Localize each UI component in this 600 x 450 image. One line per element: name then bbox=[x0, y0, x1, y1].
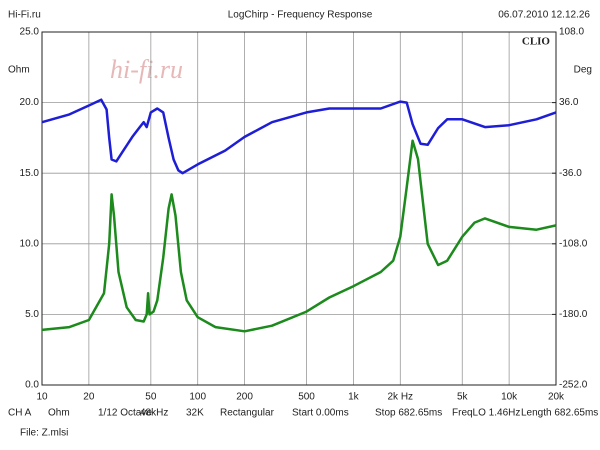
footer-setting: FreqLO 1.46Hz bbox=[452, 408, 520, 419]
y-tick-label: 10.0 bbox=[20, 238, 40, 249]
x-tick-label: 50 bbox=[145, 392, 157, 403]
footer-setting: Length 682.65ms bbox=[521, 408, 598, 419]
footer-setting: Ohm bbox=[48, 408, 70, 419]
y-tick-label: 5.0 bbox=[25, 309, 39, 320]
y2-axis-label: Deg bbox=[574, 65, 592, 76]
x-tick-label: 20 bbox=[83, 392, 95, 403]
y2-tick-label: -36.0 bbox=[559, 168, 582, 179]
y2-tick-label: -180.0 bbox=[559, 309, 588, 320]
footer-setting: Stop 682.65ms bbox=[375, 408, 442, 419]
footer-setting: 1/12 Octave bbox=[98, 408, 152, 419]
footer-setting: 32K bbox=[186, 408, 204, 419]
y2-tick-label: 36.0 bbox=[559, 97, 579, 108]
x-tick-label: 20k bbox=[548, 392, 565, 403]
y-tick-label: 25.0 bbox=[20, 27, 40, 38]
footer-setting: 48kHz bbox=[140, 408, 168, 419]
watermark: hi-fi.ru bbox=[110, 55, 183, 84]
y2-tick-label: 108.0 bbox=[559, 27, 584, 38]
x-tick-label: 10k bbox=[501, 392, 518, 403]
x-tick-label: 10 bbox=[36, 392, 48, 403]
x-tick-label: 1k bbox=[348, 392, 360, 403]
footer-setting: Start 0.00ms bbox=[292, 408, 349, 419]
plot-frame bbox=[41, 31, 557, 386]
y-axis-label: Ohm bbox=[8, 65, 30, 76]
x-tick-label: 5k bbox=[457, 392, 469, 403]
footer-setting: Rectangular bbox=[220, 408, 275, 419]
x-tick-label: 500 bbox=[298, 392, 315, 403]
x-tick-label: 200 bbox=[236, 392, 253, 403]
y2-tick-label: -108.0 bbox=[559, 238, 588, 249]
brand: CLIO bbox=[522, 36, 551, 48]
series-line bbox=[41, 98, 557, 175]
header-left: Hi-Fi.ru bbox=[8, 10, 41, 21]
chart-title: LogChirp - Frequency Response bbox=[228, 10, 373, 21]
y-tick-label: 20.0 bbox=[20, 97, 40, 108]
header-right: 06.07.2010 12.12.26 bbox=[498, 10, 590, 21]
footer-file: File: Z.mlsi bbox=[20, 428, 68, 439]
footer-setting: CH A bbox=[8, 408, 32, 419]
series-line bbox=[41, 139, 557, 333]
x-tick-label: 2k Hz bbox=[388, 392, 414, 403]
y2-tick-label: -252.0 bbox=[559, 380, 588, 391]
x-tick-label: 100 bbox=[189, 392, 206, 403]
y-tick-label: 15.0 bbox=[20, 168, 40, 179]
y-tick-label: 0.0 bbox=[25, 380, 39, 391]
